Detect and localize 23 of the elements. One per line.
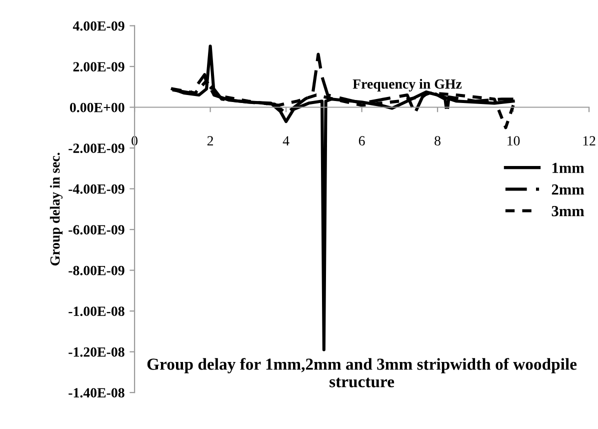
x-tick-label: 6	[358, 136, 365, 146]
y-tick-label: -1.00E-08	[68, 306, 124, 316]
x-tick-label: 4	[282, 136, 290, 146]
legend-label: 3mm	[552, 206, 584, 216]
y-tick-label: -2.00E-09	[68, 144, 124, 154]
legend-label: 2mm	[552, 184, 584, 195]
y-tick-label: 2.00E-09	[73, 62, 124, 72]
y-tick-label: -6.00E-09	[68, 225, 124, 235]
x-tick-label: 0	[132, 136, 138, 146]
x-tick-label: 10	[508, 136, 520, 146]
y-tick-label: -8.00E-09	[68, 266, 124, 276]
y-tick-label: 4.00E-09	[72, 21, 124, 31]
x-axis-title: Frequency in GHz	[352, 78, 462, 92]
x-tick-label: 12	[583, 136, 596, 146]
text: Group delay for 1mm,2mm and 3mm stripwidth of woodpile structure	[147, 358, 577, 388]
y-tick-label: -1.20E-08	[68, 347, 124, 357]
x-tick-label: 8	[434, 136, 440, 146]
y-tick-label: -1.40E-08	[68, 388, 124, 398]
y-tick-label: -4.00E-09	[68, 184, 124, 194]
legend-label: 1mm	[552, 162, 584, 173]
y-tick-label: 0.00E+00	[70, 102, 124, 112]
x-tick-label: 2	[207, 136, 214, 146]
y-axis-title: Group delay in sec.	[50, 152, 63, 266]
